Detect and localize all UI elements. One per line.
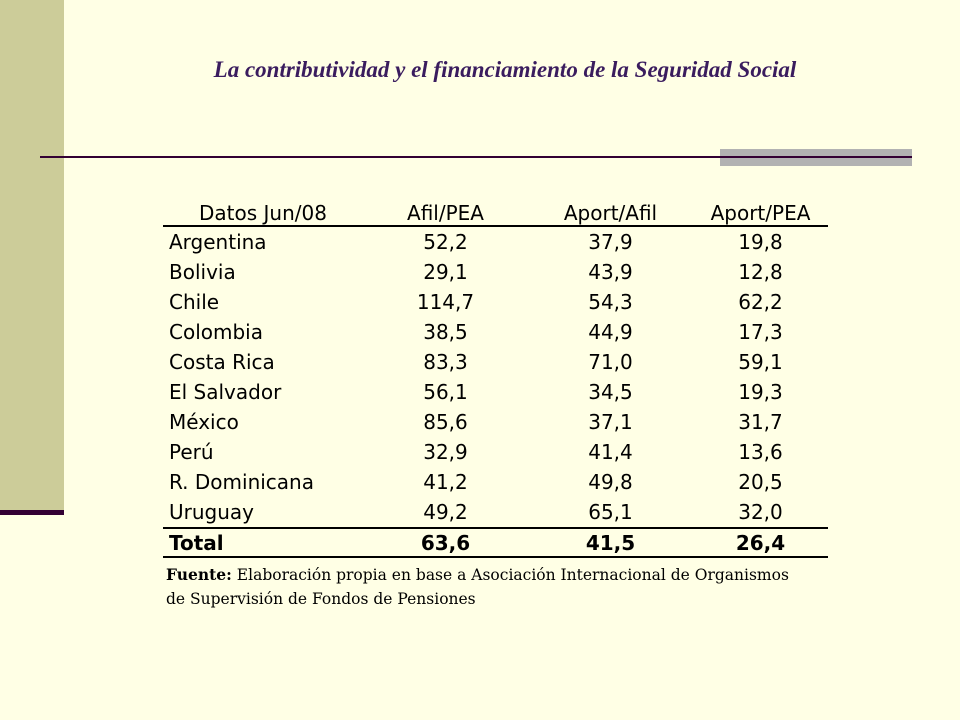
- afil-pea-cell: 38,5: [423, 320, 468, 344]
- aport-afil-cell: 65,1: [588, 500, 633, 524]
- country-cell: Chile: [169, 290, 220, 314]
- table-row: Perú 32,9 41,4 13,6: [163, 437, 828, 467]
- table-row: Chile 114,7 54,3 62,2: [163, 287, 828, 317]
- afil-pea-cell: 85,6: [423, 410, 468, 434]
- table-row: Costa Rica 83,3 71,0 59,1: [163, 347, 828, 377]
- country-cell: Bolivia: [169, 260, 236, 284]
- aport-afil-cell: 49,8: [588, 470, 633, 494]
- source-label: Fuente:: [166, 565, 232, 584]
- afil-pea-cell: 29,1: [423, 260, 468, 284]
- aport-pea-cell: 12,8: [738, 260, 783, 284]
- header-datos: Datos Jun/08: [163, 199, 363, 227]
- left-decorative-bar: [0, 0, 64, 510]
- aport-afil-cell: 44,9: [588, 320, 633, 344]
- aport-pea-cell: 19,3: [738, 380, 783, 404]
- left-bar-rule: [0, 510, 64, 515]
- total-afil-pea: 63,6: [363, 527, 528, 558]
- total-label: Total: [163, 527, 363, 558]
- aport-pea-cell: 13,6: [738, 440, 783, 464]
- table-row: R. Dominicana 41,2 49,8 20,5: [163, 467, 828, 497]
- table-row: Bolivia 29,1 43,9 12,8: [163, 257, 828, 287]
- afil-pea-cell: 83,3: [423, 350, 468, 374]
- source-line-1: Fuente: Elaboración propia en base a Aso…: [166, 563, 866, 587]
- country-cell: Uruguay: [169, 500, 254, 524]
- source-text-2: de Supervisión de Fondos de Pensiones: [166, 590, 476, 608]
- aport-afil-cell: 41,4: [588, 440, 633, 464]
- aport-pea-cell: 19,8: [738, 230, 783, 254]
- table-row: México 85,6 37,1 31,7: [163, 407, 828, 437]
- header-aport-pea: Aport/PEA: [693, 199, 828, 227]
- header-aport-afil: Aport/Afil: [528, 199, 693, 227]
- afil-pea-cell: 32,9: [423, 440, 468, 464]
- title-rule: [40, 156, 912, 158]
- table-row: Uruguay 49,2 65,1 32,0: [163, 497, 828, 528]
- aport-pea-cell: 59,1: [738, 350, 783, 374]
- afil-pea-cell: 41,2: [423, 470, 468, 494]
- table-row: Colombia 38,5 44,9 17,3: [163, 317, 828, 347]
- aport-pea-cell: 20,5: [738, 470, 783, 494]
- aport-afil-cell: 34,5: [588, 380, 633, 404]
- afil-pea-cell: 49,2: [423, 500, 468, 524]
- total-aport-pea: 26,4: [693, 527, 828, 558]
- aport-afil-cell: 37,9: [588, 230, 633, 254]
- afil-pea-cell: 52,2: [423, 230, 468, 254]
- source-note: Fuente: Elaboración propia en base a Aso…: [166, 563, 866, 611]
- data-table: Datos Jun/08 Afil/PEA Aport/Afil Aport/P…: [163, 199, 828, 558]
- aport-pea-cell: 32,0: [738, 500, 783, 524]
- country-cell: Argentina: [169, 230, 267, 254]
- country-cell: México: [169, 410, 239, 434]
- country-cell: Costa Rica: [169, 350, 275, 374]
- table-header-row: Datos Jun/08 Afil/PEA Aport/Afil Aport/P…: [163, 199, 828, 227]
- table-row: Argentina 52,2 37,9 19,8: [163, 226, 828, 257]
- country-cell: Colombia: [169, 320, 263, 344]
- header-afil-pea: Afil/PEA: [363, 199, 528, 227]
- afil-pea-cell: 114,7: [416, 290, 475, 314]
- aport-afil-cell: 54,3: [588, 290, 633, 314]
- aport-pea-cell: 31,7: [738, 410, 783, 434]
- country-cell: El Salvador: [169, 380, 282, 404]
- country-cell: Perú: [169, 440, 214, 464]
- aport-afil-cell: 43,9: [588, 260, 633, 284]
- afil-pea-cell: 56,1: [423, 380, 468, 404]
- aport-afil-cell: 71,0: [588, 350, 633, 374]
- source-text-1: Elaboración propia en base a Asociación …: [231, 566, 789, 584]
- aport-afil-cell: 37,1: [588, 410, 633, 434]
- table-total-row: Total 63,6 41,5 26,4: [163, 527, 828, 558]
- total-aport-afil: 41,5: [528, 527, 693, 558]
- slide-title: La contributividad y el financiamiento d…: [213, 57, 797, 82]
- aport-pea-cell: 17,3: [738, 320, 783, 344]
- aport-pea-cell: 62,2: [738, 290, 783, 314]
- country-cell: R. Dominicana: [169, 470, 314, 494]
- table-row: El Salvador 56,1 34,5 19,3: [163, 377, 828, 407]
